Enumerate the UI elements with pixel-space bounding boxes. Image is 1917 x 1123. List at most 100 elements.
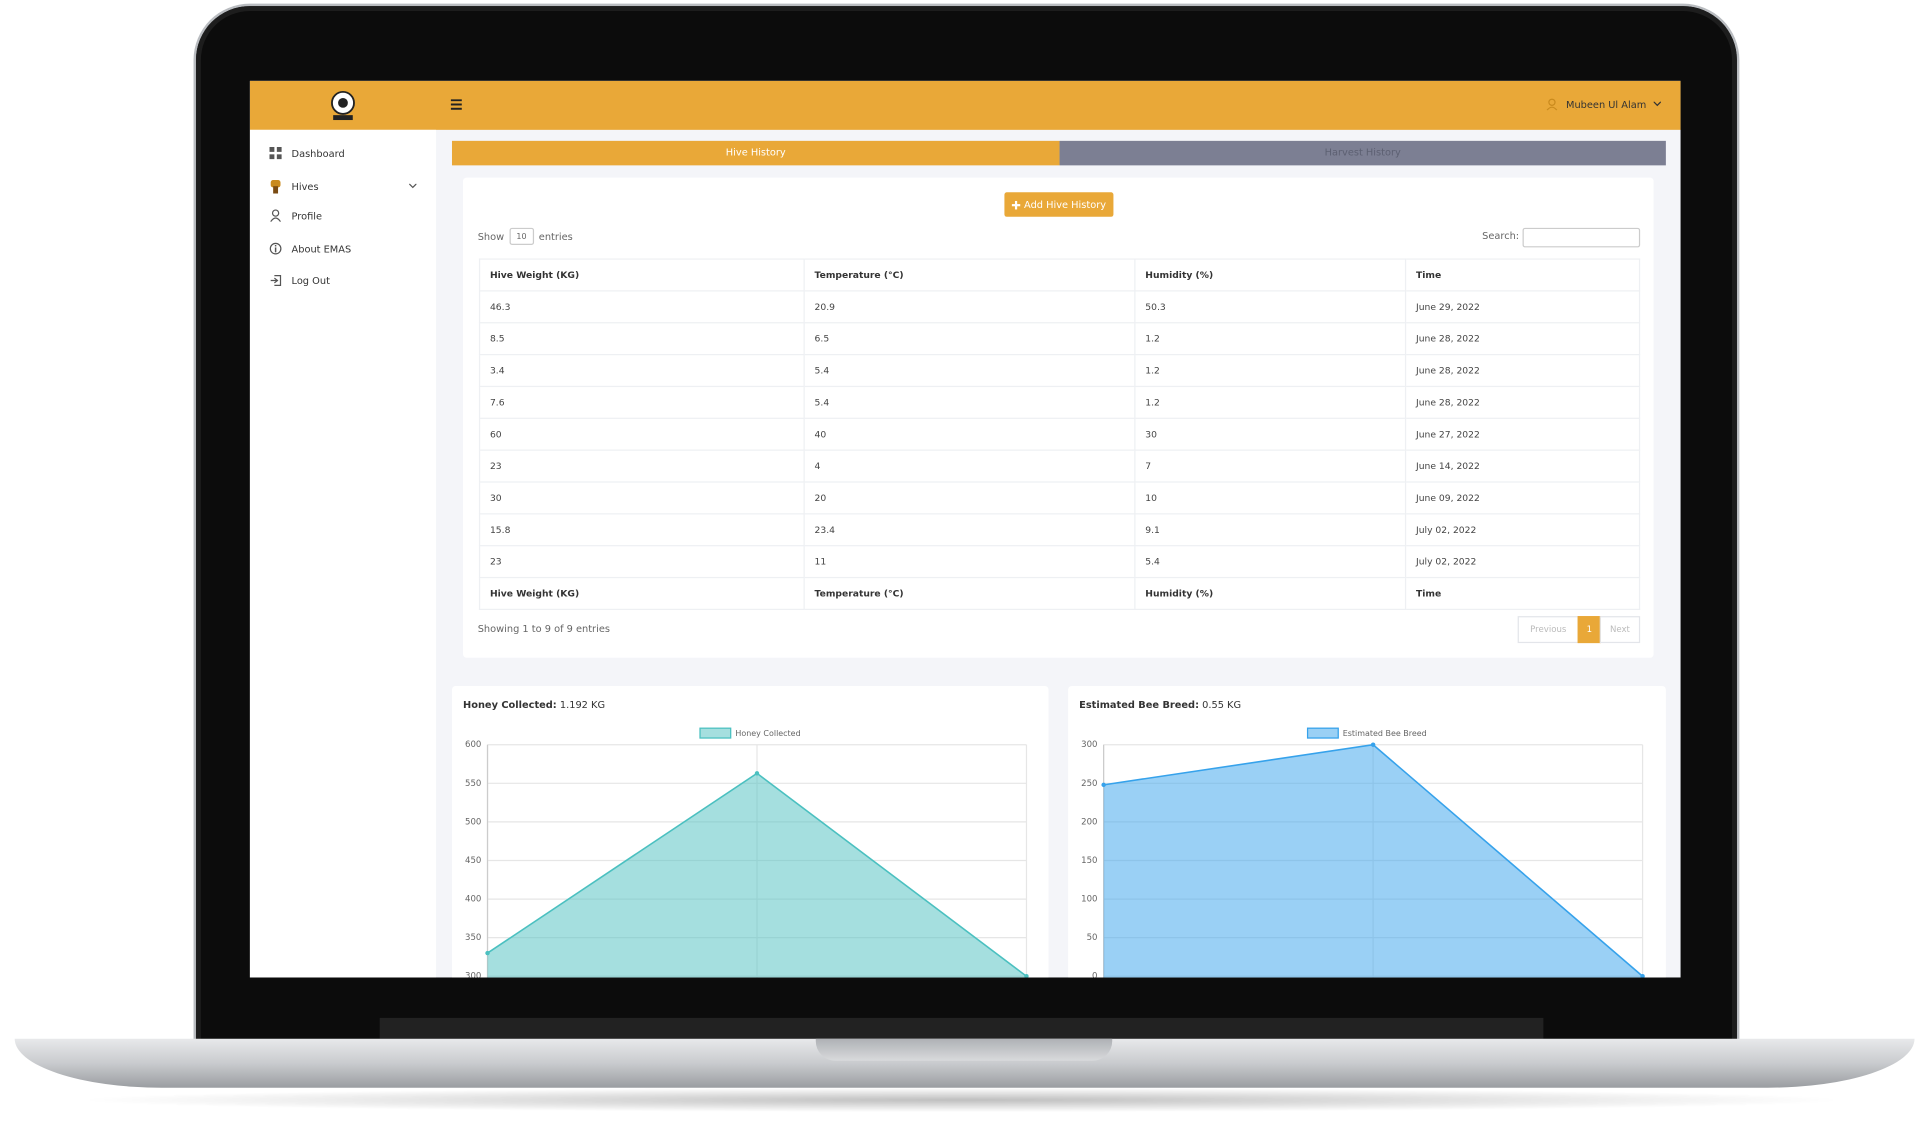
- y-tick-label: 500: [465, 817, 481, 827]
- chart-card: Honey Collected: 1.192 KG Honey Collected…: [451, 685, 1049, 978]
- nav-item[interactable]: Profile: [269, 209, 322, 222]
- add-label: Add Hive History: [1024, 199, 1107, 211]
- chart-subtitle: 1.192 KG: [559, 699, 606, 711]
- icon: [269, 146, 282, 160]
- header-row: Hive Weight (KG) Temperature (°C) Humidity…: [478, 258, 1641, 292]
- chart-title: Honey Collected:: [463, 699, 557, 711]
- tab-active[interactable]: Hive History: [451, 140, 1060, 166]
- laptop-notch: [815, 1038, 1113, 1061]
- nav-label: Log Out: [291, 274, 330, 287]
- table-cell: 20: [803, 481, 1136, 515]
- logo: [331, 90, 355, 121]
- y-tick-label: 400: [465, 895, 481, 905]
- table-row: 15.8 23.4 9.1 July 02, 2022: [478, 513, 1641, 547]
- point: [485, 950, 490, 956]
- column-header: Temperature (°C): [803, 258, 1136, 292]
- chart-card: Estimated Bee Breed: 0.55 KG Estimated Be…: [1068, 685, 1666, 978]
- nav-label: About EMAS: [291, 243, 352, 255]
- laptop-hinge: [379, 1017, 1544, 1039]
- point: [1370, 742, 1376, 747]
- table-cell: 1.2: [1134, 322, 1407, 356]
- entries-label: entries: [538, 230, 573, 242]
- show-label: Show: [477, 230, 505, 242]
- legend-label: Estimated Bee Breed: [1342, 728, 1427, 739]
- column-footer: Time: [1404, 576, 1641, 611]
- y-tick-label: 250: [1081, 779, 1097, 789]
- table-row: 8.5 6.5 1.2 June 28, 2022: [478, 322, 1641, 356]
- table-cell: June 28, 2022: [1404, 322, 1641, 356]
- nav-item[interactable]: Dashboard: [269, 146, 345, 160]
- legend-swatch: [1307, 727, 1340, 739]
- table-cell: 9.1: [1134, 513, 1407, 547]
- column-footer: Hive Weight (KG): [478, 576, 805, 611]
- table-cell: 5.4: [803, 385, 1136, 419]
- table-row: 23 11 5.4 July 02, 2022: [478, 545, 1641, 579]
- chart-title: Estimated Bee Breed:: [1079, 699, 1199, 711]
- prev-button[interactable]: Previous: [1517, 616, 1579, 644]
- column-header: Hive Weight (KG): [478, 258, 805, 292]
- length-control: Show 10 entries: [477, 227, 573, 245]
- table-cell: 46.3: [478, 290, 805, 324]
- search-label: Search:: [1482, 230, 1520, 242]
- table-cell: 5.4: [1134, 545, 1407, 579]
- column-header: Time: [1404, 258, 1641, 292]
- screen: Mubeen Ul Alam Dashboard Hives Profile A…: [249, 80, 1681, 978]
- icon: [269, 242, 282, 255]
- tab[interactable]: Harvest History: [1059, 140, 1666, 166]
- table-cell: 30: [478, 481, 805, 515]
- table-cell: 1.2: [1134, 353, 1407, 388]
- table-cell: July 02, 2022: [1404, 513, 1641, 547]
- table-cell: 4: [803, 449, 1136, 483]
- column-footer: Temperature (°C): [803, 576, 1136, 611]
- y-tick-label: 600: [465, 740, 481, 750]
- chart-subtitle: 0.55 KG: [1202, 699, 1242, 711]
- y-tick-label: 350: [465, 933, 481, 943]
- shadow: [73, 1087, 1850, 1113]
- table-cell: June 09, 2022: [1404, 481, 1641, 515]
- chart-plot: 300 350 400 450 500 550 600: [465, 740, 1029, 978]
- sidebar: Dashboard Hives Profile About EMAS Log O…: [249, 129, 437, 978]
- chart-plot: 0 50 100 150 200 250 300: [1081, 740, 1645, 978]
- chart-heading: Estimated Bee Breed: 0.55 KG: [1079, 699, 1241, 710]
- table-cell: 6.5: [803, 322, 1136, 356]
- next-button[interactable]: Next: [1599, 616, 1641, 644]
- column-header: Humidity (%): [1134, 258, 1407, 292]
- user-menu[interactable]: Mubeen Ul Alam: [1546, 98, 1661, 111]
- table-row: 46.3 20.9 50.3 June 29, 2022: [478, 290, 1641, 324]
- page-button[interactable]: 1: [1577, 616, 1601, 644]
- user-icon: [1547, 98, 1558, 111]
- y-tick-label: 150: [1081, 856, 1097, 866]
- icon: [270, 180, 281, 194]
- nav-item[interactable]: Hives: [269, 179, 417, 194]
- footer-row: Hive Weight (KG) Temperature (°C) Humidity…: [478, 576, 1641, 611]
- nav-label: Profile: [291, 210, 322, 222]
- table-row: 23 4 7 June 14, 2022: [478, 449, 1641, 483]
- nav-label: Dashboard: [291, 147, 345, 159]
- add-button[interactable]: Add Hive History: [1004, 192, 1114, 217]
- nav-label: Hives: [291, 180, 319, 192]
- icon: [270, 274, 282, 287]
- plus-icon: [1011, 200, 1021, 209]
- length-select[interactable]: 10: [509, 227, 534, 245]
- area-fill: [487, 773, 1027, 978]
- table-cell: 23: [478, 545, 805, 579]
- nav-item[interactable]: About EMAS: [269, 242, 352, 255]
- y-tick-label: 450: [465, 856, 481, 866]
- y-tick-label: 200: [1081, 817, 1097, 827]
- point: [1101, 782, 1106, 788]
- menu-toggle[interactable]: [450, 99, 463, 110]
- table-cell: June 29, 2022: [1404, 290, 1641, 324]
- y-tick-label: 300: [1081, 740, 1097, 750]
- table-cell: 23: [478, 449, 805, 483]
- table-cell: 20.9: [803, 290, 1136, 324]
- chart-heading: Honey Collected: 1.192 KG: [463, 699, 605, 710]
- table-cell: 10: [1134, 481, 1407, 515]
- nav-item[interactable]: Log Out: [269, 274, 330, 287]
- legend-label: Honey Collected: [735, 728, 801, 739]
- table-cell: 3.4: [478, 353, 805, 388]
- search-input[interactable]: [1522, 227, 1641, 248]
- caret: [1653, 101, 1661, 107]
- table-cell: June 28, 2022: [1404, 353, 1641, 388]
